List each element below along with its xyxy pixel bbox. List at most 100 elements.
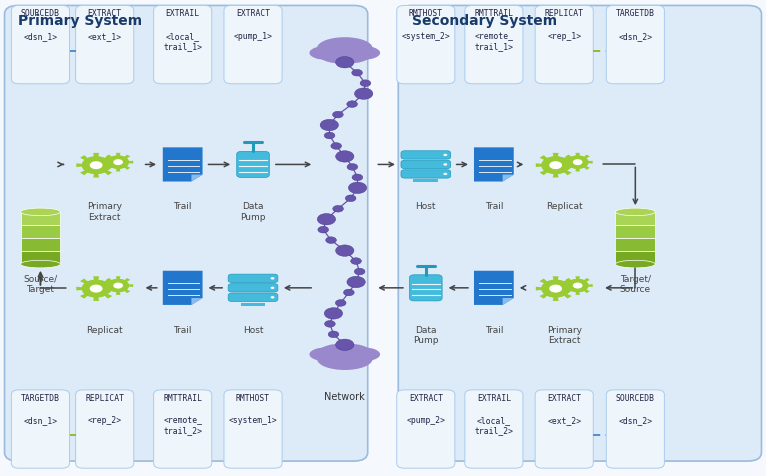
Polygon shape: [77, 153, 116, 178]
Ellipse shape: [309, 46, 345, 60]
FancyBboxPatch shape: [228, 284, 278, 292]
Circle shape: [331, 143, 342, 149]
Polygon shape: [502, 175, 514, 181]
FancyBboxPatch shape: [224, 390, 282, 468]
Text: <local_
trail_2>: <local_ trail_2>: [474, 416, 513, 436]
FancyBboxPatch shape: [397, 5, 455, 84]
Text: Data
Pump: Data Pump: [241, 202, 266, 222]
Text: Trail: Trail: [485, 326, 503, 335]
FancyBboxPatch shape: [11, 390, 70, 468]
Circle shape: [349, 182, 367, 194]
Polygon shape: [192, 298, 202, 305]
FancyBboxPatch shape: [11, 5, 70, 84]
FancyBboxPatch shape: [401, 160, 450, 169]
Circle shape: [336, 245, 354, 256]
FancyBboxPatch shape: [465, 390, 523, 468]
Text: RMTHOST: RMTHOST: [409, 9, 443, 18]
Circle shape: [107, 279, 129, 292]
Circle shape: [347, 164, 358, 170]
Circle shape: [567, 155, 588, 169]
Text: Target/
Source: Target/ Source: [620, 275, 651, 294]
Text: <pump_1>: <pump_1>: [234, 32, 273, 41]
Polygon shape: [502, 298, 514, 305]
Ellipse shape: [21, 208, 61, 216]
Ellipse shape: [317, 348, 372, 370]
Bar: [21, 251, 61, 264]
FancyBboxPatch shape: [397, 390, 455, 468]
Ellipse shape: [309, 347, 345, 361]
Polygon shape: [563, 153, 593, 171]
Polygon shape: [103, 153, 133, 171]
Text: Secondary System: Secondary System: [412, 14, 557, 28]
Circle shape: [567, 279, 588, 292]
Circle shape: [332, 111, 343, 118]
Polygon shape: [474, 271, 514, 305]
Text: EXTRACT: EXTRACT: [236, 9, 270, 18]
Circle shape: [270, 287, 274, 289]
Circle shape: [355, 88, 373, 99]
Bar: [21, 238, 61, 251]
FancyBboxPatch shape: [237, 151, 270, 178]
Bar: [21, 212, 61, 225]
Text: Data
Pump: Data Pump: [413, 326, 439, 345]
Circle shape: [444, 163, 447, 166]
Bar: [241, 303, 266, 306]
Text: SOURCEDB: SOURCEDB: [616, 394, 655, 403]
Circle shape: [107, 155, 129, 169]
FancyBboxPatch shape: [606, 5, 664, 84]
FancyBboxPatch shape: [401, 151, 450, 159]
Circle shape: [444, 154, 447, 156]
Text: Source/
Target: Source/ Target: [24, 275, 57, 294]
Text: RMTHOST: RMTHOST: [236, 394, 270, 403]
FancyBboxPatch shape: [76, 5, 134, 84]
Circle shape: [270, 296, 274, 298]
Text: REPLICAT: REPLICAT: [545, 9, 584, 18]
Circle shape: [332, 206, 343, 212]
Text: EXTRACT: EXTRACT: [409, 394, 443, 403]
Circle shape: [90, 285, 103, 293]
Text: Host: Host: [243, 326, 264, 335]
Ellipse shape: [319, 343, 370, 359]
Text: <ext_2>: <ext_2>: [547, 416, 581, 426]
Circle shape: [320, 119, 339, 131]
Bar: [615, 225, 655, 238]
Circle shape: [317, 214, 336, 225]
Text: <dsn_1>: <dsn_1>: [24, 32, 57, 41]
FancyBboxPatch shape: [76, 390, 134, 468]
Text: <remote_
trail_2>: <remote_ trail_2>: [163, 416, 202, 436]
Circle shape: [336, 299, 346, 306]
Circle shape: [573, 283, 582, 288]
Circle shape: [336, 339, 354, 350]
Circle shape: [542, 156, 570, 174]
FancyBboxPatch shape: [535, 5, 594, 84]
Circle shape: [324, 132, 335, 139]
Circle shape: [360, 80, 371, 87]
Circle shape: [355, 268, 365, 275]
Text: Trail: Trail: [173, 326, 192, 335]
Circle shape: [352, 174, 363, 181]
Text: <remote_
trail_1>: <remote_ trail_1>: [474, 32, 513, 51]
FancyBboxPatch shape: [224, 5, 282, 84]
FancyBboxPatch shape: [228, 293, 278, 301]
Polygon shape: [563, 276, 593, 295]
FancyBboxPatch shape: [398, 5, 761, 461]
Text: EXTRAIL: EXTRAIL: [165, 9, 200, 18]
Text: <system_1>: <system_1>: [228, 416, 277, 426]
Text: TARGETDB: TARGETDB: [616, 9, 655, 18]
Circle shape: [336, 151, 354, 162]
Text: EXTRAIL: EXTRAIL: [476, 394, 511, 403]
Polygon shape: [474, 148, 514, 181]
Circle shape: [549, 161, 562, 169]
Text: Trail: Trail: [173, 202, 192, 211]
Ellipse shape: [615, 208, 655, 216]
Ellipse shape: [319, 48, 370, 64]
Circle shape: [270, 277, 274, 279]
Circle shape: [90, 161, 103, 169]
Circle shape: [444, 173, 447, 175]
Polygon shape: [103, 276, 133, 295]
Ellipse shape: [21, 260, 61, 268]
Text: <dsn_1>: <dsn_1>: [24, 416, 57, 426]
Text: Trail: Trail: [485, 202, 503, 211]
Bar: [21, 225, 61, 238]
Circle shape: [328, 331, 339, 337]
